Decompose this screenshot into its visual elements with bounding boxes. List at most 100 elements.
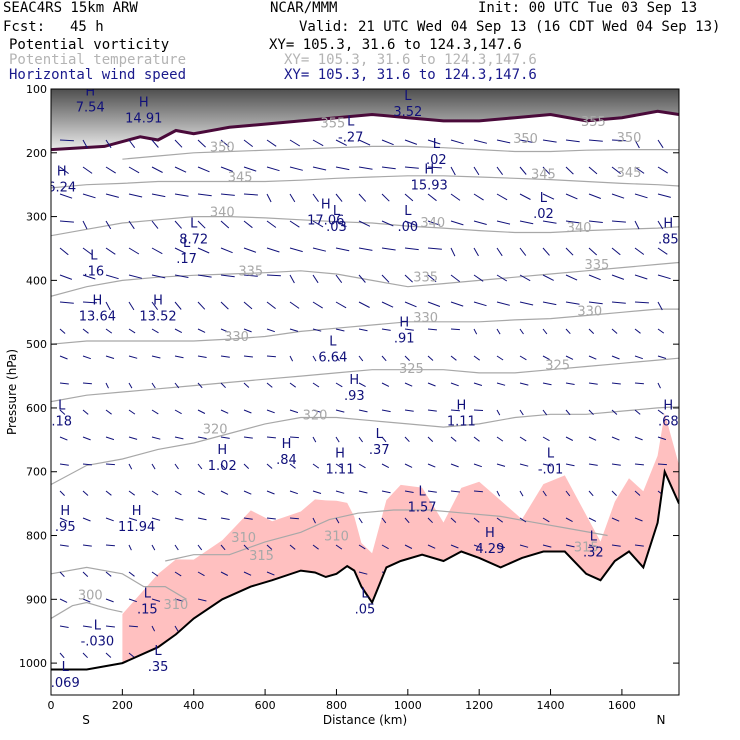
wind-vector — [542, 166, 551, 175]
extremum-value: -.030 — [81, 635, 115, 650]
extremum-value: .37 — [369, 443, 390, 458]
wind-vector — [611, 139, 626, 142]
wind-vector — [128, 490, 135, 496]
wind-vector — [312, 382, 320, 388]
wind-vector — [450, 382, 459, 387]
wind-vector — [404, 517, 410, 524]
isentrope-label: 315 — [574, 540, 599, 555]
wind-vector — [289, 166, 303, 171]
wind-vector — [473, 328, 478, 335]
wind-vector — [358, 274, 366, 283]
wind-vector — [312, 301, 323, 309]
wind-vector — [105, 274, 119, 280]
wind-vector — [450, 409, 460, 412]
wind-vector — [151, 220, 159, 229]
wind-vector — [427, 166, 442, 169]
legend-pv-xy: XY= 105.3, 31.6 to 124.3,147.6 — [269, 37, 522, 53]
wind-vector — [450, 166, 456, 176]
wind-vector — [473, 139, 488, 144]
x-tick-label: 200 — [112, 699, 133, 712]
wind-vector — [151, 193, 166, 198]
wind-vector — [565, 166, 574, 175]
wind-vector — [174, 463, 179, 470]
extremum-value: 1.11 — [447, 415, 476, 430]
wind-vector — [542, 247, 550, 256]
wind-vector — [197, 409, 206, 414]
extremum-marker: H — [92, 293, 102, 308]
x-tick-label: 1400 — [537, 699, 565, 712]
wind-vector — [450, 544, 459, 549]
isentrope-label: 325 — [545, 359, 570, 374]
wind-vector — [266, 382, 273, 388]
extremum-marker: H — [485, 526, 495, 541]
isentrope-label: 350 — [513, 132, 538, 147]
wind-vector — [634, 139, 640, 149]
extremum-marker: H — [349, 373, 359, 388]
wind-vector — [358, 247, 373, 251]
wind-vector — [542, 220, 557, 224]
wind-vector — [335, 193, 343, 202]
wind-vector — [59, 517, 68, 522]
wind-vector — [496, 436, 504, 442]
wind-vector — [59, 652, 65, 659]
wind-vector — [197, 274, 212, 278]
wind-vector — [266, 274, 281, 277]
wind-vector — [496, 355, 504, 361]
wind-vector — [565, 274, 578, 281]
wind-vector — [335, 139, 347, 146]
wind-vector — [427, 517, 433, 524]
wind-vector — [174, 517, 184, 521]
wind-vector — [243, 436, 253, 439]
wind-vector — [427, 328, 437, 331]
wind-vector — [657, 355, 667, 359]
wind-vector — [220, 274, 235, 278]
wind-vector — [542, 382, 552, 386]
wind-vector — [174, 436, 184, 440]
extremum-value: 13.64 — [79, 309, 116, 324]
wind-vector — [151, 463, 156, 470]
wind-vector — [496, 301, 510, 306]
wind-vector — [450, 517, 457, 523]
extremum-value: .91 — [394, 332, 415, 347]
x-axis-label: Distance (km) — [323, 713, 407, 727]
wind-vector — [266, 436, 276, 439]
extremum-marker: L — [62, 660, 70, 675]
wind-vector — [243, 328, 252, 333]
wind-vector — [289, 328, 299, 332]
extremum-marker: H — [282, 437, 292, 452]
wind-vector — [473, 436, 480, 442]
wind-vector — [82, 382, 92, 385]
wind-vector — [105, 544, 115, 547]
wind-vector — [519, 247, 527, 256]
wind-vector — [381, 139, 394, 146]
wind-vector — [174, 409, 182, 415]
wind-vector — [82, 490, 89, 496]
wind-vector — [542, 301, 557, 306]
extremum-value: 1.57 — [408, 501, 437, 516]
wind-vector — [335, 463, 343, 469]
extremum-marker: L — [347, 115, 355, 130]
wind-vector — [312, 139, 324, 147]
extremum-marker: L — [590, 529, 598, 544]
forecast-hour: 45 h — [70, 19, 104, 35]
wind-vector — [59, 220, 74, 223]
isentrope-label: 330 — [224, 330, 249, 345]
wind-vector — [381, 247, 396, 251]
wind-vector — [611, 409, 618, 415]
wind-vector — [59, 139, 74, 142]
wind-vector — [634, 517, 643, 522]
isentrope-label: 320 — [203, 422, 228, 437]
wind-vector — [59, 382, 69, 385]
wind-vector — [312, 328, 322, 332]
wind-vector — [611, 517, 620, 522]
wind-vector — [243, 166, 257, 172]
wind-vector — [128, 544, 132, 551]
y-tick-label: 800 — [26, 530, 47, 543]
wind-vector — [197, 166, 210, 173]
wind-vector — [197, 220, 206, 229]
wind-vector — [151, 328, 159, 334]
wind-vector — [243, 517, 253, 520]
wind-vector — [289, 139, 301, 147]
extremum-marker: H — [399, 316, 409, 331]
wind-vector — [542, 436, 550, 442]
